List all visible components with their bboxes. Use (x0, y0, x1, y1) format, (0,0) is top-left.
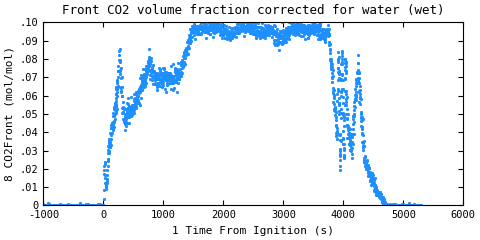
X-axis label: 1 Time From Ignition (s): 1 Time From Ignition (s) (172, 226, 335, 236)
Title: Front CO2 volume fraction corrected for water (wet): Front CO2 volume fraction corrected for … (62, 4, 444, 17)
Y-axis label: 8 CO2Front (mol/mol): 8 CO2Front (mol/mol) (4, 47, 14, 181)
